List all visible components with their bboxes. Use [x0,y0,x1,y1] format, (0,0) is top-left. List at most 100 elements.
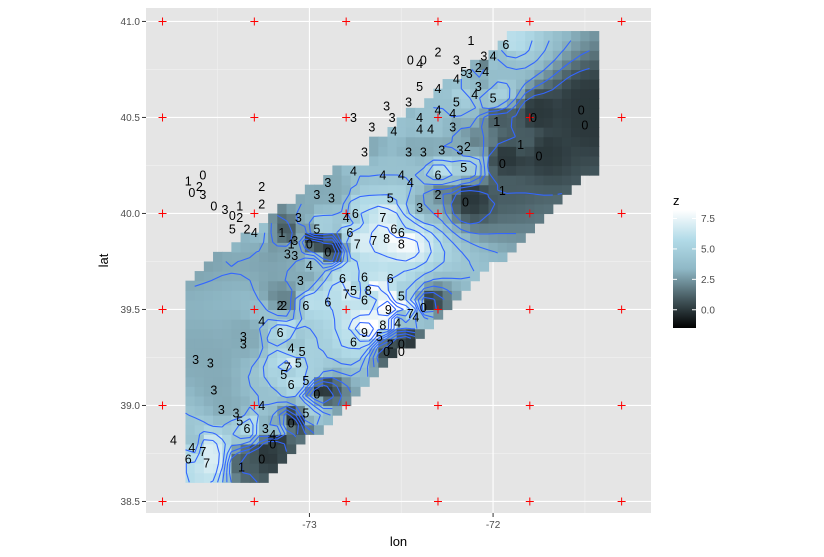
raster-cell [479,194,490,205]
raster-cell [240,376,251,387]
raster-cell [516,232,526,243]
raster-cell [460,223,471,234]
raster-cell [304,299,315,311]
raster-cell [231,376,242,387]
raster-cell [387,251,398,263]
raster-cell [369,175,379,186]
raster-cell [203,271,214,282]
raster-cell [268,242,278,253]
raster-cell [479,261,490,272]
raster-cell [451,117,462,128]
grid-point [525,17,534,26]
raster-cell [589,69,600,80]
observation-label: 5 [299,345,306,359]
raster-cell [286,328,297,339]
observation-label: 4 [350,165,357,179]
raster-cell [350,271,361,282]
raster-cell [571,59,581,71]
raster-cell [222,357,232,368]
raster-cell [341,328,352,339]
observation-label: 0 [258,453,265,467]
observation-label: 5 [387,192,394,206]
observation-label: 3 [222,203,229,217]
raster-cell [222,386,232,397]
raster-cell [295,376,306,387]
raster-cell [341,223,352,234]
raster-cell [314,386,324,397]
raster-cell [185,328,196,339]
raster-cell [396,280,407,291]
raster-cell [424,117,434,128]
observation-label: 6 [244,422,251,436]
raster-cell [286,357,297,368]
raster-cell [516,223,526,234]
raster-cell [534,79,545,90]
raster-cell [323,405,333,416]
raster-cell [525,117,535,128]
raster-cell [405,194,416,205]
raster-cell [314,319,324,330]
raster-cell [396,251,407,263]
raster-cell [277,443,288,455]
raster-cell [286,367,297,378]
observation-label: 4 [482,65,489,79]
raster-cell [286,271,297,282]
observation-label: 7 [354,238,361,252]
raster-cell [589,79,600,90]
raster-cell [424,127,434,138]
raster-cell [460,146,471,157]
raster-cell [378,213,389,224]
raster-cell [350,299,361,311]
observation-label: 5 [460,65,467,79]
raster-cell [552,79,563,90]
raster-cell [525,50,535,61]
grid-point [342,17,351,26]
raster-cell [295,261,306,272]
raster-cell [433,251,444,263]
raster-cell [451,88,462,99]
observation-label: 8 [398,238,405,252]
raster-cell [286,347,297,359]
raster-cell [314,261,324,272]
observation-label: 0 [530,111,537,125]
raster-cell [341,347,352,359]
raster-cell [268,328,278,339]
raster-cell [387,299,398,311]
raster-cell [497,232,508,243]
raster-cell [185,338,196,349]
raster-cell [240,232,251,243]
contour-line [354,300,397,337]
raster-cell [470,59,480,71]
observation-label: 6 [339,272,346,286]
raster-cell [378,319,389,330]
raster-cell [552,136,563,147]
raster-cell [203,405,214,416]
raster-cell [240,290,251,301]
raster-cell [497,242,508,253]
raster-cell [323,232,333,243]
raster-cell [415,319,425,330]
raster-cell [433,232,444,243]
raster-cell [203,376,214,387]
raster-cell [552,50,563,61]
raster-cell [561,107,572,119]
raster-cell [369,213,379,224]
raster-cell [460,165,471,176]
raster-cell [378,261,389,272]
grid-point [433,209,442,218]
observation-label: 3 [383,99,390,113]
raster-cell [240,319,251,330]
raster-cell [258,347,269,359]
raster-cell [286,280,297,291]
raster-cell [231,251,242,263]
raster-cell [231,357,242,368]
raster-cell [580,146,591,157]
raster-cell [286,309,297,320]
raster-cell [433,155,444,167]
raster-cell [534,213,545,224]
raster-cell [295,395,306,407]
raster-cell [497,155,508,167]
raster-cell [543,127,554,138]
raster-cell [185,309,196,320]
raster-cell [378,242,389,253]
